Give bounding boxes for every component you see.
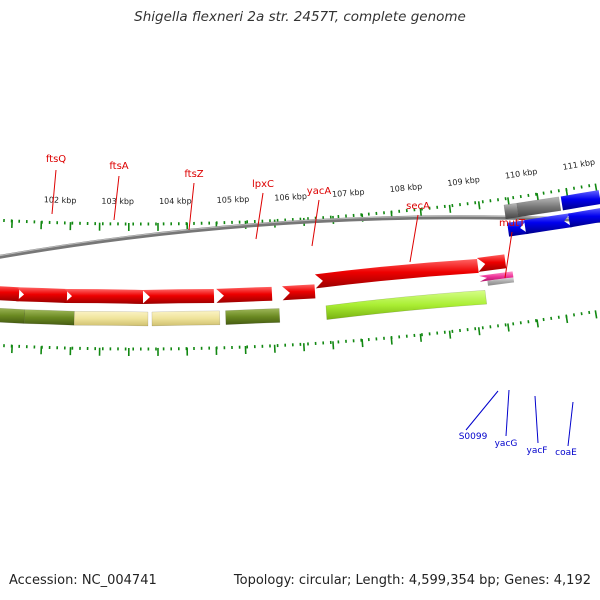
- page-title: Shigella flexneri 2a str. 2457T, complet…: [134, 9, 466, 25]
- forward-cds: [314, 258, 479, 289]
- major-tick: [448, 204, 452, 213]
- gene-leader-line: [465, 390, 499, 431]
- cog-feature: [0, 308, 25, 324]
- gene-leader-line: [51, 169, 57, 215]
- inner-tick-row: [588, 184, 591, 188]
- reverse-cds: [568, 208, 600, 228]
- gene-labels: ftsQ ftsA ftsZ lpxC yacA secA mutT S0099 yacG yac…: [46, 154, 577, 458]
- major-tick: [477, 201, 481, 210]
- gene-label: ftsQ: [46, 154, 66, 165]
- cds-track: [0, 208, 600, 304]
- kbp-label: 103 kbp: [101, 197, 134, 206]
- gene-leader-line: [188, 182, 195, 231]
- major-tick: [419, 208, 423, 217]
- kbp-ruler-ticks: [11, 183, 598, 356]
- gene-leader-line: [311, 199, 320, 247]
- cog-feature: [503, 202, 520, 220]
- cog-feature-track: [0, 190, 600, 327]
- forward-cds: [64, 288, 144, 304]
- kbp-label: 108 kbp: [389, 182, 422, 194]
- gene-label: yacA: [307, 186, 332, 197]
- cog-feature: [73, 310, 149, 327]
- forward-cds: [476, 254, 507, 272]
- kbp-label: 106 kbp: [274, 192, 307, 203]
- gene-label: ftsZ: [184, 169, 203, 180]
- gene-leader-line: [505, 389, 510, 437]
- major-tick: [536, 193, 539, 202]
- forward-cds: [0, 286, 20, 302]
- major-tick: [477, 327, 481, 336]
- gene-leader-line: [534, 395, 539, 444]
- major-tick: [507, 323, 510, 332]
- gene-label: lpxC: [252, 179, 274, 190]
- cog-feature: [325, 289, 488, 320]
- reverse-cds: [524, 213, 573, 235]
- gene-label: yacF: [527, 446, 548, 456]
- major-tick: [448, 330, 452, 339]
- kbp-label: 110 kbp: [504, 167, 538, 181]
- accession-text: Accession: NC_004741: [9, 573, 157, 588]
- kbp-label: 102 kbp: [44, 195, 77, 205]
- gene-label: secA: [406, 201, 430, 212]
- gene-label: yacG: [495, 439, 518, 449]
- cog-feature: [487, 277, 515, 286]
- gene-leader-line: [504, 231, 513, 279]
- major-tick: [565, 188, 569, 197]
- gene-label: mutT: [499, 218, 526, 229]
- major-tick: [332, 341, 335, 350]
- gene-leader-line: [113, 175, 120, 221]
- cog-feature: [23, 309, 75, 326]
- reverse-cds: [507, 219, 529, 237]
- kbp-label: 107 kbp: [332, 187, 365, 199]
- topology-text: Topology: circular; Length: 4,599,354 bp…: [233, 573, 591, 588]
- gene-label: ftsA: [109, 161, 128, 172]
- gene-label: S0099: [459, 432, 488, 442]
- cog-feature: [225, 308, 281, 325]
- forward-cds: [281, 284, 316, 301]
- major-tick: [390, 336, 393, 345]
- major-tick: [507, 197, 510, 206]
- cog-feature: [560, 190, 600, 211]
- major-tick: [536, 319, 539, 328]
- kbp-label: 105 kbp: [217, 195, 250, 205]
- cog-feature: [479, 271, 514, 282]
- major-tick: [565, 314, 569, 324]
- kbp-label: 109 kbp: [447, 175, 480, 188]
- major-tick: [419, 333, 422, 342]
- forward-cds: [216, 286, 273, 303]
- gene-leader-line: [255, 192, 264, 240]
- kbp-label: 111 kbp: [562, 157, 596, 171]
- major-tick: [594, 183, 598, 192]
- forward-cds: [16, 287, 68, 304]
- gene-leader-line: [409, 214, 419, 263]
- major-tick: [594, 310, 598, 319]
- forward-cds: [142, 288, 215, 304]
- gene-leader-line: [567, 401, 574, 447]
- cog-feature: [151, 310, 221, 327]
- major-tick: [361, 339, 364, 348]
- cog-feature: [516, 196, 562, 218]
- kbp-label: 104 kbp: [159, 197, 192, 206]
- kbp-ruler-labels: 102 kbp 103 kbp 104 kbp 105 kbp 106 kbp 107 k…: [44, 157, 596, 206]
- gene-label: coaE: [555, 448, 577, 458]
